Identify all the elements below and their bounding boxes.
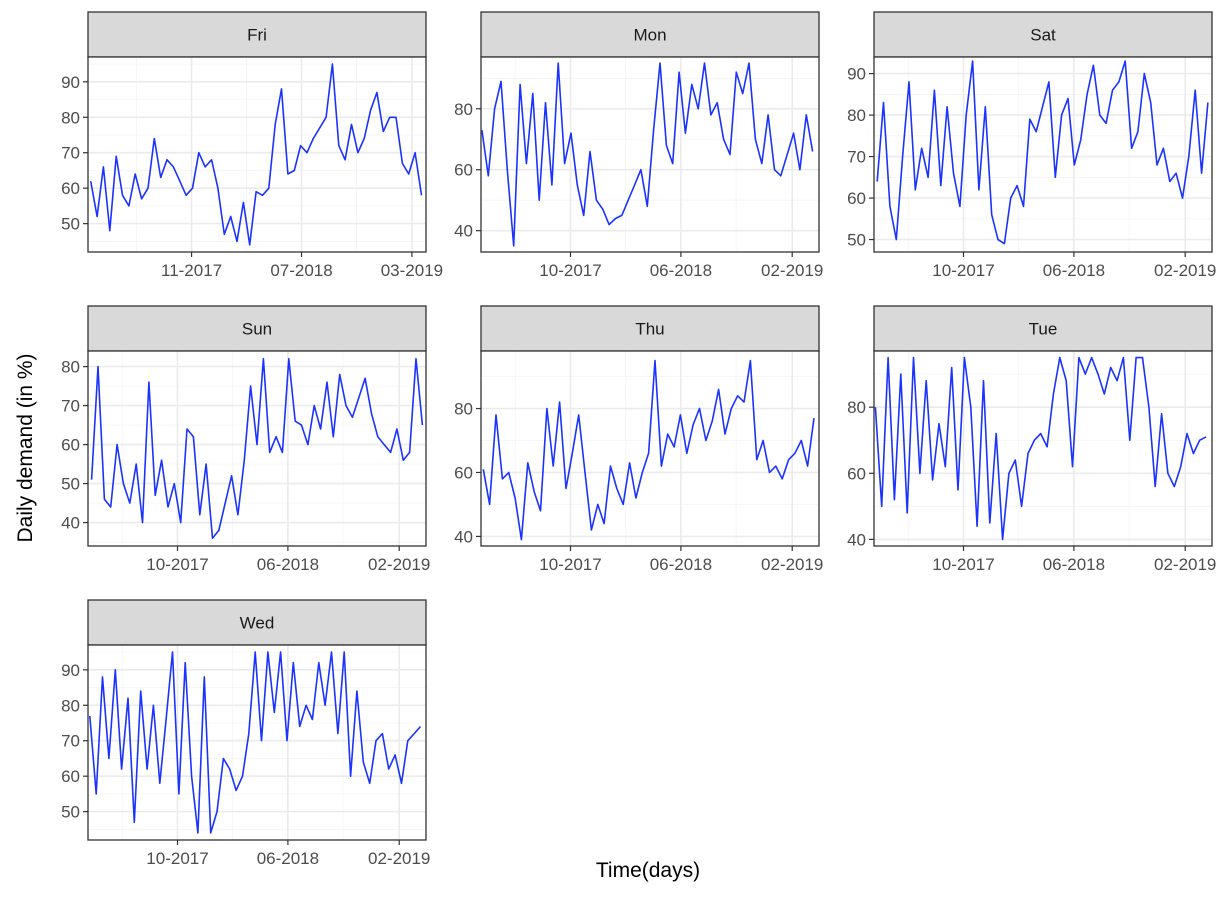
facet-strip-label: Wed	[240, 614, 275, 633]
x-tick-label: 10-2017	[932, 555, 994, 574]
panel-border	[87, 350, 427, 547]
facet-strip-label: Mon	[633, 26, 666, 45]
facet-strip-label: Fri	[247, 26, 267, 45]
facet-strip	[480, 305, 820, 352]
x-tick-label: 02-2019	[761, 261, 823, 280]
facet-strip	[480, 11, 820, 58]
series-line-mon	[481, 62, 814, 247]
series-line-wed	[89, 651, 422, 834]
y-axis-title: Daily demand (in %)	[14, 353, 37, 542]
plot-area	[874, 351, 1212, 546]
x-tick-label: 02-2019	[1154, 555, 1216, 574]
x-tick-label: 06-2018	[650, 261, 712, 280]
y-tick-label: 40	[454, 527, 473, 546]
x-tick-label: 02-2019	[761, 555, 823, 574]
x-tick-label: 06-2018	[1043, 261, 1105, 280]
x-tick-label: 10-2017	[146, 555, 208, 574]
panel-sat: Sat 50 60 70 80 90 10-2017 06-2018 02-2019	[847, 11, 1216, 280]
x-tick-label: 10-2017	[932, 261, 994, 280]
y-tick-label: 40	[454, 222, 473, 241]
y-tick-label: 60	[61, 436, 80, 455]
y-tick-label: 80	[61, 696, 80, 715]
panel-border	[873, 56, 1213, 253]
facet-strip-label: Thu	[635, 320, 664, 339]
y-tick-label: 90	[61, 661, 80, 680]
x-tick-label: 10-2017	[539, 261, 601, 280]
x-tick-label: 02-2019	[1154, 261, 1216, 280]
y-tick-label: 50	[61, 803, 80, 822]
series-line-sun	[90, 358, 424, 539]
series-line-thu	[482, 359, 815, 541]
facet-strip-label: Sun	[242, 320, 272, 339]
facet-panels: Fri 50 60 70 80 90 11-2017 07-2018 03-2019 Mon 40 6…	[61, 11, 1216, 868]
x-tick-label: 06-2018	[1043, 555, 1105, 574]
y-tick-label: 70	[847, 148, 866, 167]
series-line-fri	[89, 63, 423, 246]
y-tick-label: 60	[847, 189, 866, 208]
facet-strip	[87, 305, 427, 352]
panel-wed: Wed 50 60 70 80 90 10-2017 06-2018 02-2019	[61, 599, 430, 868]
x-axis-title: Time(days)	[596, 859, 700, 882]
panel-border	[87, 644, 427, 841]
plot-area	[88, 57, 426, 252]
x-tick-label: 06-2018	[257, 849, 319, 868]
y-tick-label: 70	[61, 397, 80, 416]
y-tick-label: 80	[454, 400, 473, 419]
y-tick-label: 80	[847, 106, 866, 125]
x-tick-label: 03-2019	[381, 261, 443, 280]
y-tick-label: 50	[61, 475, 80, 494]
x-tick-label: 07-2018	[270, 261, 332, 280]
panel-border	[87, 56, 427, 253]
y-tick-label: 80	[61, 108, 80, 127]
y-tick-label: 80	[454, 100, 473, 119]
y-tick-label: 50	[847, 231, 866, 250]
plot-area	[88, 351, 426, 546]
y-tick-label: 80	[61, 358, 80, 377]
plot-area	[481, 57, 819, 252]
facet-strip	[87, 599, 427, 646]
panel-thu: Thu 40 60 80 10-2017 06-2018 02-2019	[454, 305, 823, 574]
panel-tue: Tue 40 60 80 10-2017 06-2018 02-2019	[847, 305, 1216, 574]
x-tick-label: 10-2017	[146, 849, 208, 868]
x-tick-label: 02-2019	[368, 555, 430, 574]
x-tick-label: 06-2018	[650, 555, 712, 574]
facet-strip	[873, 11, 1213, 58]
y-tick-label: 50	[61, 215, 80, 234]
panel-sun: Sun 40 50 60 70 80 10-2017 06-2018 02-2019	[61, 305, 430, 574]
y-tick-label: 60	[454, 463, 473, 482]
panel-border	[480, 56, 820, 253]
y-tick-label: 80	[847, 398, 866, 417]
x-tick-label: 10-2017	[539, 555, 601, 574]
x-tick-label: 02-2019	[368, 849, 430, 868]
x-tick-label: 11-2017	[161, 261, 222, 280]
y-tick-label: 60	[847, 464, 866, 483]
plot-area	[481, 351, 819, 546]
y-tick-label: 90	[847, 65, 866, 84]
panel-mon: Mon 40 60 80 10-2017 06-2018 02-2019	[454, 11, 823, 280]
panel-border	[873, 350, 1213, 547]
y-tick-label: 60	[61, 179, 80, 198]
facet-strip-label: Tue	[1029, 320, 1058, 339]
y-tick-label: 60	[454, 161, 473, 180]
series-line-tue	[874, 356, 1207, 541]
y-tick-label: 40	[61, 514, 80, 533]
y-tick-label: 40	[847, 530, 866, 549]
y-tick-label: 60	[61, 767, 80, 786]
series-line-sat	[876, 60, 1209, 245]
facet-strip	[87, 11, 427, 58]
facet-strip-label: Sat	[1030, 26, 1056, 45]
panel-border	[480, 350, 820, 547]
panel-fri: Fri 50 60 70 80 90 11-2017 07-2018 03-2019	[61, 11, 443, 280]
y-tick-label: 70	[61, 144, 80, 163]
y-tick-label: 70	[61, 732, 80, 751]
y-tick-label: 90	[61, 73, 80, 92]
x-tick-label: 06-2018	[257, 555, 319, 574]
